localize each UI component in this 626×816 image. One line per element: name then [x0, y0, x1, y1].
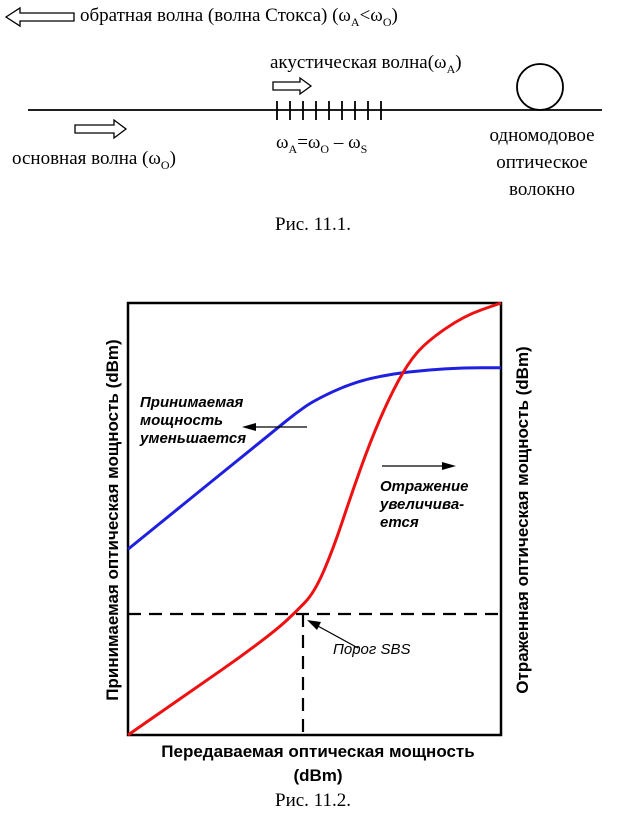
reflected-increase-arrow: [382, 462, 456, 470]
backward-wave-label: обратная волна (волна Стокса) (ωA<ωO): [80, 5, 398, 29]
figure2-caption: Рис. 11.2.: [275, 790, 351, 811]
plot-frame: [126, 301, 503, 737]
reflected-power-line: [127, 301, 502, 737]
pump-wave-label: основная волна (ωO): [12, 148, 176, 172]
received-decrease-arrow: [242, 423, 307, 431]
acoustic-grating: [276, 101, 382, 120]
figure1-caption: Рис. 11.1.: [275, 214, 351, 235]
acoustic-wave-label: акустическая волна(ωA): [270, 52, 462, 76]
received-power-line: [127, 366, 501, 551]
annotation-threshold: Порог SBS: [333, 641, 411, 658]
fiber-label: одномодовое оптическое волокно: [489, 125, 595, 200]
pump-wave-arrow: [74, 118, 128, 140]
annotation-received: Принимаемая мощность уменьшается: [140, 394, 247, 447]
right-axis-label: Отраженная оптическая мощность (dBm): [513, 346, 532, 694]
threshold-pointer-arrow: [307, 620, 359, 649]
x-axis-label: Передаваемая оптическая мощность (dBm): [161, 742, 475, 785]
left-axis-label: Принимаемая оптическая мощность (dBm): [103, 339, 122, 701]
acoustic-wave-arrow: [272, 76, 313, 96]
figure1-diagram: [4, 6, 602, 140]
fiber-coil-icon: [516, 63, 564, 111]
backward-wave-arrow: [4, 6, 75, 28]
frequency-equation: ωA=ωO – ωS: [276, 132, 368, 156]
annotation-reflected: Отражение увеличива- ется: [380, 478, 469, 531]
